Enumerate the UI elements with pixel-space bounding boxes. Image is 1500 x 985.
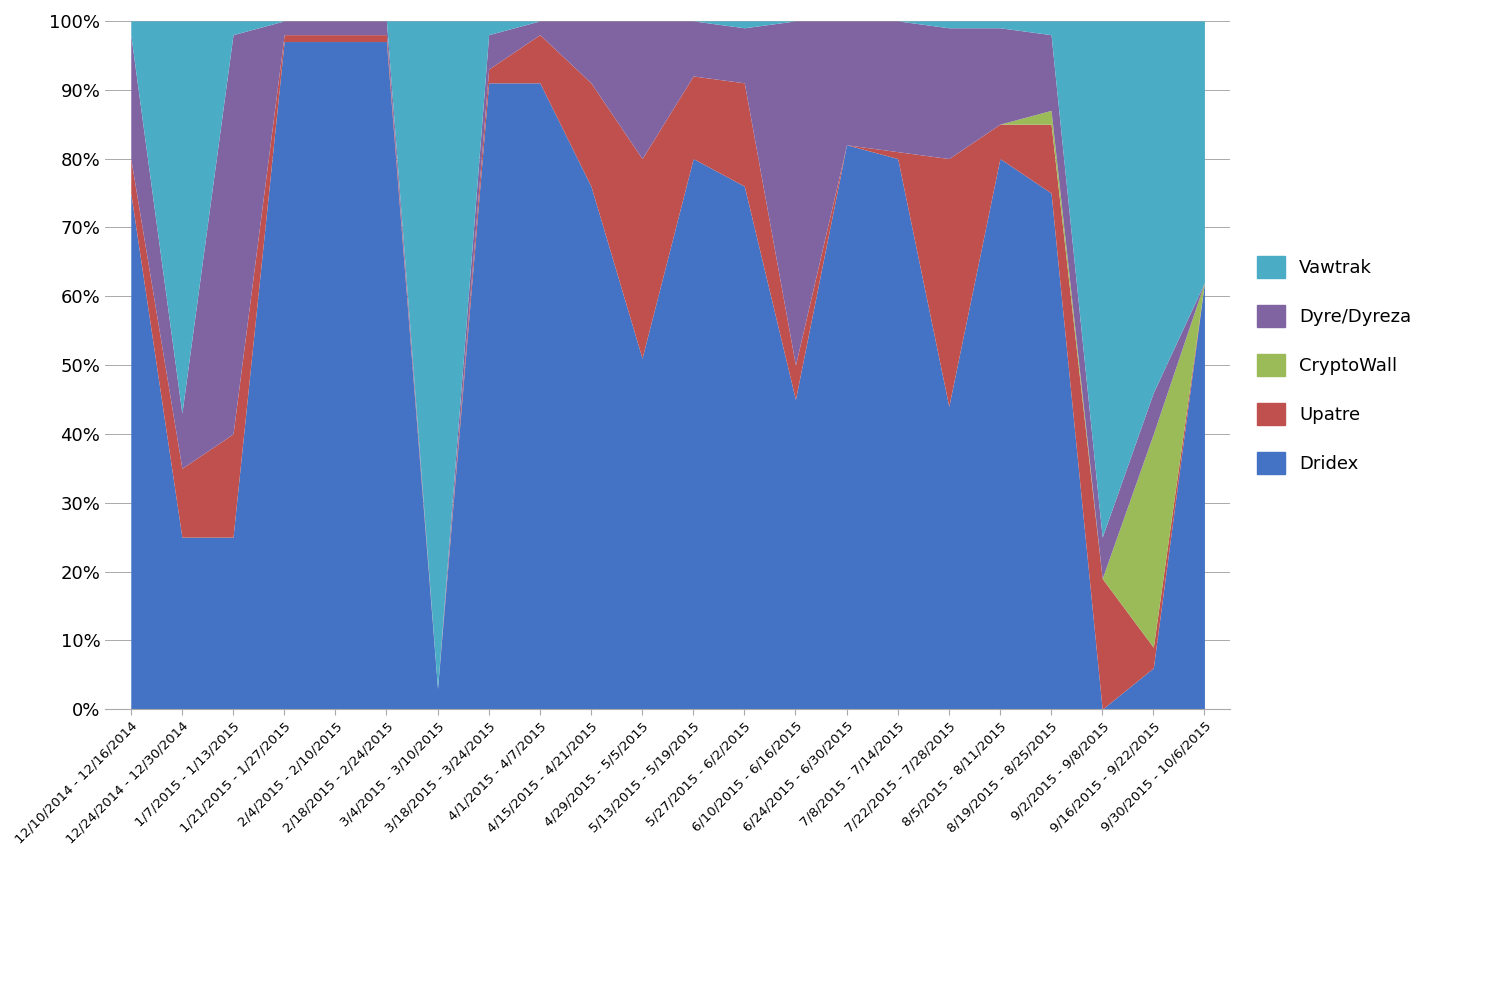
- Legend: Vawtrak, Dyre/Dyreza, CryptoWall, Upatre, Dridex: Vawtrak, Dyre/Dyreza, CryptoWall, Upatre…: [1251, 248, 1419, 482]
